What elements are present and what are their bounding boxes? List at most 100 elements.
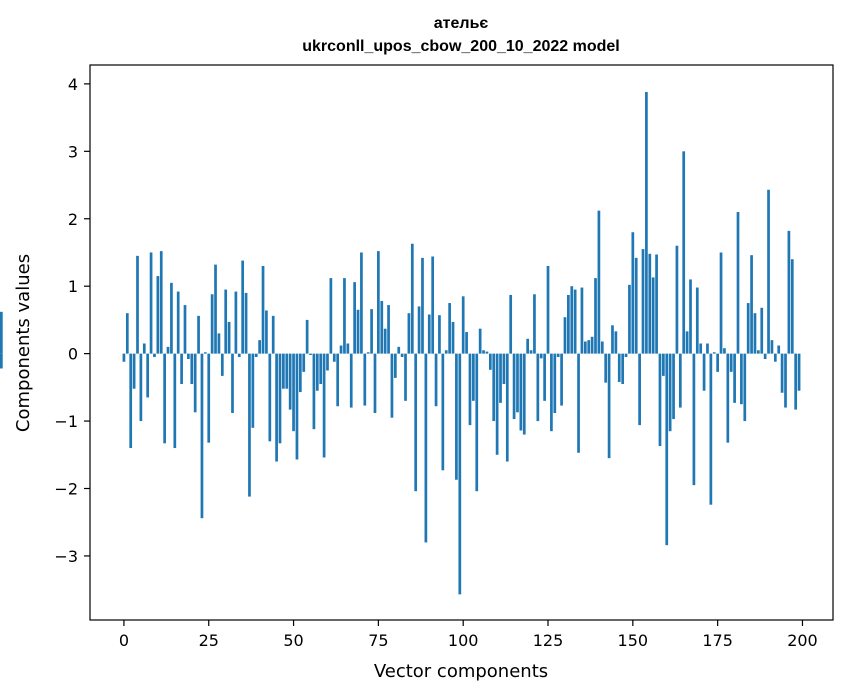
bar-4 [136, 255, 139, 354]
bar-93 [438, 315, 441, 354]
bar-137 [587, 340, 591, 354]
bar-20 [190, 353, 194, 384]
chart-subtitle: ukrconll_upos_cbow_200_10_2022 model [302, 38, 619, 55]
bar-37 [248, 353, 251, 497]
bar-193 [777, 345, 781, 354]
bar-148 [624, 353, 628, 357]
bar-135 [580, 287, 584, 354]
bar-198 [794, 353, 798, 410]
plot-frame [89, 64, 834, 621]
bar-150 [631, 232, 635, 354]
bar-186 [753, 313, 757, 354]
bar-172 [706, 343, 709, 354]
bar-112 [502, 353, 506, 384]
bar-38 [251, 353, 255, 428]
bar-undefined [0, 311, 3, 354]
bar-74 [373, 353, 377, 413]
bar-90 [427, 314, 431, 354]
bar-10 [156, 276, 160, 354]
bar-73 [370, 309, 373, 354]
bar-53 [302, 353, 306, 372]
bar-106 [482, 350, 485, 354]
bar-107 [485, 351, 489, 354]
bar-182 [740, 353, 743, 405]
bar-33 [234, 291, 238, 354]
bar-124 [543, 353, 546, 401]
bar-159 [662, 353, 665, 376]
bar-189 [763, 353, 767, 360]
bars-group [0, 91, 801, 595]
bar-42 [265, 310, 268, 354]
bar-34 [237, 353, 241, 357]
bar-13 [166, 346, 170, 354]
bar-195 [784, 353, 787, 408]
bar-127 [553, 353, 557, 413]
bar-147 [621, 353, 625, 384]
bar-41 [261, 265, 265, 354]
bar-46 [278, 353, 282, 444]
bar-169 [695, 287, 699, 354]
bar-88 [421, 257, 424, 354]
bar-194 [780, 353, 784, 393]
bar-176 [719, 252, 723, 354]
bar-57 [315, 353, 319, 391]
bar-153 [641, 249, 645, 354]
bar-43 [268, 353, 272, 442]
bar-40 [258, 340, 261, 354]
bar-141 [600, 341, 604, 354]
y-tick-label: −1 [54, 412, 78, 431]
bar-120 [529, 350, 533, 354]
bar-102 [468, 353, 472, 426]
bar-156 [651, 277, 655, 354]
bar-199 [797, 353, 801, 391]
bar-8 [149, 252, 153, 354]
bar-55 [309, 353, 312, 355]
bar-113 [505, 353, 509, 462]
bar-63 [336, 353, 340, 407]
y-axis-label: Components values [13, 254, 34, 432]
bar-undefined [0, 353, 3, 369]
bar-188 [760, 307, 764, 354]
bar-168 [692, 353, 696, 486]
bar-69 [356, 309, 360, 354]
bar-173 [709, 353, 713, 505]
bar-23 [200, 353, 204, 519]
bar-36 [244, 292, 248, 354]
bar-56 [312, 353, 316, 430]
x-tick-label: 50 [283, 631, 303, 650]
bar-89 [424, 353, 428, 543]
bar-30 [224, 289, 228, 354]
bar-2 [129, 353, 133, 449]
bar-144 [611, 325, 614, 354]
bar-3 [132, 353, 136, 389]
bar-87 [417, 306, 421, 354]
bar-94 [441, 353, 445, 471]
bar-12 [163, 353, 166, 444]
bar-84 [407, 313, 411, 354]
bar-9 [153, 353, 156, 357]
bar-131 [567, 294, 570, 354]
bar-149 [628, 284, 631, 354]
bar-163 [675, 245, 679, 354]
bar-192 [773, 353, 777, 362]
bar-45 [275, 353, 278, 462]
bar-7 [146, 353, 150, 398]
bar-65 [343, 278, 346, 354]
x-axis-label: Vector components [374, 661, 548, 682]
bar-16 [176, 291, 180, 354]
y-tick-label: 4 [68, 75, 78, 94]
bar-142 [604, 353, 608, 383]
bar-128 [556, 353, 560, 357]
bar-71 [363, 353, 367, 406]
bar-72 [366, 352, 370, 354]
bar-31 [227, 321, 231, 354]
bar-111 [499, 353, 502, 403]
bar-59 [322, 353, 326, 458]
bar-47 [282, 353, 285, 389]
bar-86 [414, 353, 418, 492]
bar-11 [159, 251, 163, 354]
bar-133 [573, 289, 577, 354]
bar-52 [298, 353, 302, 393]
bar-105 [478, 328, 482, 354]
bar-82 [400, 353, 404, 357]
